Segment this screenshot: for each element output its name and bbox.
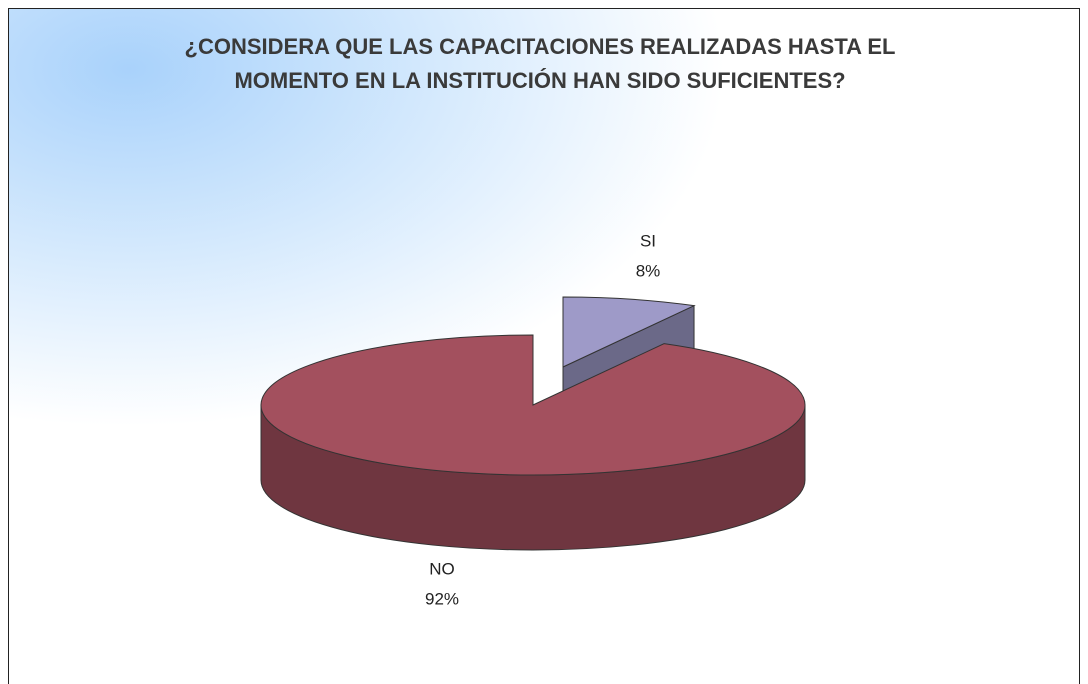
slice-value-label: 92% — [425, 589, 459, 608]
slice — [562, 296, 696, 368]
chart-title: ¿CONSIDERA QUE LAS CAPACITACIONES REALIZ… — [184, 34, 896, 93]
chart-frame — [8, 8, 1080, 684]
slice-value-label: 8% — [636, 261, 661, 280]
slice-label: NO — [429, 559, 455, 578]
slice — [260, 334, 806, 476]
slice-label: SI — [640, 231, 656, 250]
